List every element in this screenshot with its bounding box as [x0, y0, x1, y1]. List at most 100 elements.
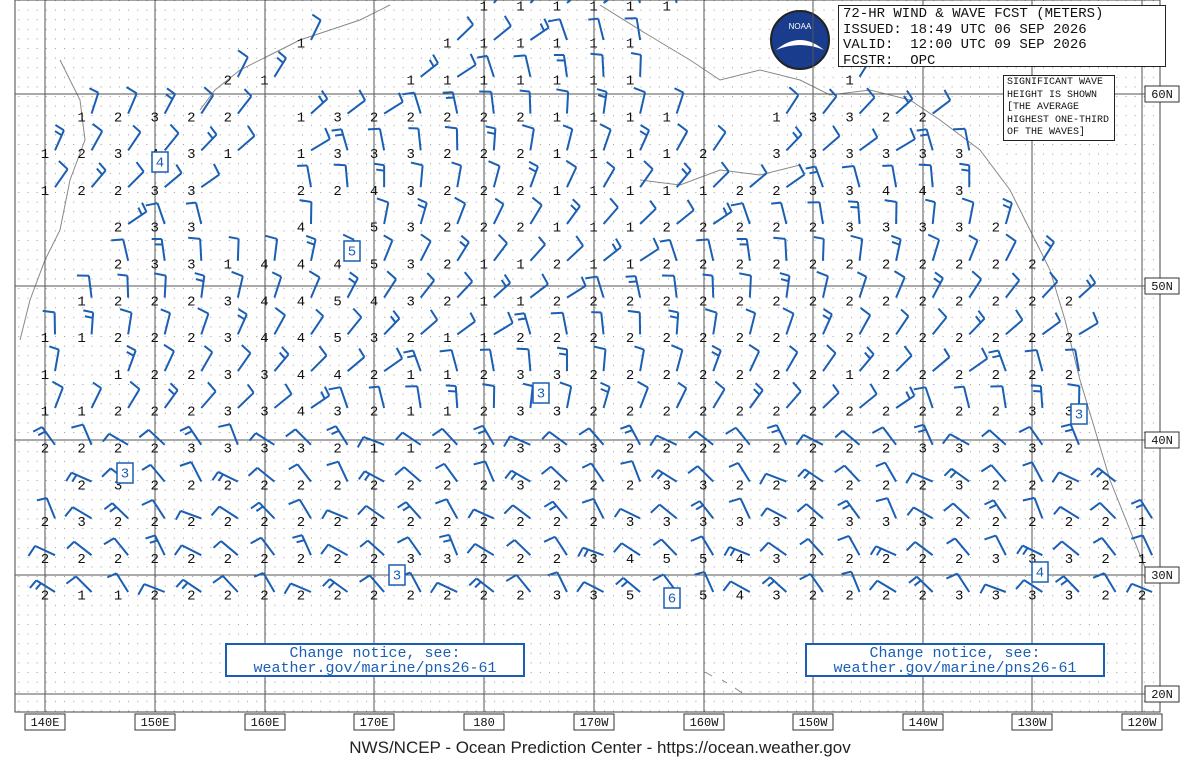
wind-barb-shaft: [729, 546, 751, 557]
wave-height: 1: [1138, 552, 1146, 568]
wind-barb-shaft: [182, 578, 202, 593]
wind-barb-feather: [288, 463, 298, 471]
wind-barb-feather: [83, 309, 94, 314]
wave-height: 1: [370, 442, 378, 458]
wind-barb-shaft: [200, 313, 210, 335]
wave-height: 2: [151, 478, 159, 494]
wave-height: 2: [772, 184, 780, 200]
wind-barb-shaft: [703, 571, 715, 593]
wind-barb-feather: [650, 503, 661, 514]
wind-barb-feather: [210, 505, 221, 517]
wave-height: 3: [589, 552, 597, 568]
maximum-value: 4: [1036, 566, 1044, 582]
wind-barb-shaft: [1004, 240, 1017, 262]
wind-barb-shaft: [601, 54, 605, 77]
wave-height: 5: [333, 294, 341, 310]
wind-barb-shaft: [1131, 582, 1153, 593]
wind-barb-feather: [832, 125, 841, 137]
wind-barb-shaft: [852, 165, 861, 188]
wave-height: 4: [736, 589, 744, 605]
wave-height: 5: [626, 589, 634, 605]
wave-height: 2: [626, 368, 634, 384]
wind-barb-shaft: [163, 350, 175, 372]
wave-height: 3: [955, 478, 963, 494]
wave-height: 2: [809, 405, 817, 421]
wave-height: 3: [589, 589, 597, 605]
wind-barb-feather: [163, 343, 175, 353]
wind-barb-feather: [1060, 423, 1071, 428]
wave-height: 3: [772, 147, 780, 163]
wind-barb-feather: [702, 273, 713, 277]
wind-barb-feather: [799, 538, 809, 546]
wind-barb-feather: [834, 429, 844, 439]
wind-barb-feather: [980, 347, 989, 360]
lat-label-box: [1144, 277, 1180, 295]
wind-barb-shaft: [924, 386, 934, 409]
wave-height: 2: [553, 552, 561, 568]
lat-label: 60N: [1151, 88, 1173, 102]
wave-height: 1: [297, 37, 305, 53]
wave-height: 2: [589, 331, 597, 347]
wind-barb-shaft: [180, 509, 202, 520]
wave-height: 2: [992, 515, 1000, 531]
wind-barb-feather: [780, 278, 789, 283]
wind-barb-feather: [167, 388, 176, 396]
wave-height: 2: [224, 589, 232, 605]
maximum-value: 6: [668, 592, 676, 608]
wind-barb-shaft: [658, 503, 678, 520]
wind-barb-feather: [1053, 506, 1062, 516]
wind-barb-shaft: [932, 99, 951, 115]
wave-height: 2: [772, 368, 780, 384]
wind-barb-shaft: [602, 246, 622, 262]
wind-barb-feather: [333, 163, 346, 167]
wave-height: 2: [662, 405, 670, 421]
wind-barb-feather: [218, 423, 231, 428]
wind-barb-feather: [357, 470, 366, 480]
wind-barb-feather: [798, 163, 806, 176]
wind-barb-feather: [125, 86, 138, 95]
wind-barb-feather: [729, 548, 736, 557]
wave-height: 3: [845, 184, 853, 200]
wind-barb-feather: [597, 94, 607, 99]
wind-barb-shaft: [857, 201, 861, 225]
wind-barb-feather: [977, 310, 986, 320]
wind-barb-shaft: [994, 535, 1007, 556]
wave-height: 1: [626, 110, 634, 126]
wind-barb-shaft: [310, 315, 325, 335]
wind-barb-feather: [153, 272, 167, 277]
wave-height: 2: [333, 478, 341, 494]
wind-barb-shaft: [310, 138, 331, 152]
wind-barb-shaft: [481, 425, 495, 446]
wind-barb-shaft: [1061, 540, 1080, 556]
wind-barb-shaft: [329, 578, 349, 593]
wind-barb-shaft: [842, 429, 861, 446]
wind-barb-shaft: [339, 386, 349, 409]
wind-barb-shaft: [925, 128, 934, 151]
wind-barb-shaft: [365, 504, 385, 520]
wind-barb-feather: [572, 198, 581, 207]
wind-barb-shaft: [164, 172, 183, 188]
wind-barb-feather: [278, 351, 286, 360]
wind-barb-feather: [306, 240, 315, 246]
lon-label: 180: [473, 716, 495, 730]
wave-height: 2: [187, 515, 195, 531]
wave-height: 3: [406, 294, 414, 310]
wind-barb-feather: [132, 124, 142, 133]
wave-height: 4: [882, 184, 890, 200]
wave-height: 1: [406, 405, 414, 421]
wind-barb-feather: [905, 472, 914, 484]
wind-barb-feather: [37, 430, 46, 437]
wind-barb-shaft: [988, 429, 1007, 446]
wind-barb-feather: [444, 125, 458, 130]
wind-barb-shaft: [600, 312, 605, 335]
wind-barb-feather: [918, 163, 931, 167]
wind-barb-shaft: [858, 238, 864, 261]
wind-barb-feather: [984, 534, 997, 541]
wave-height: 1: [589, 258, 597, 274]
wave-height: 2: [992, 478, 1000, 494]
wind-barb-feather: [426, 272, 435, 281]
wave-height: 2: [809, 589, 817, 605]
wave-height: 2: [845, 552, 853, 568]
wave-height: 3: [553, 368, 561, 384]
